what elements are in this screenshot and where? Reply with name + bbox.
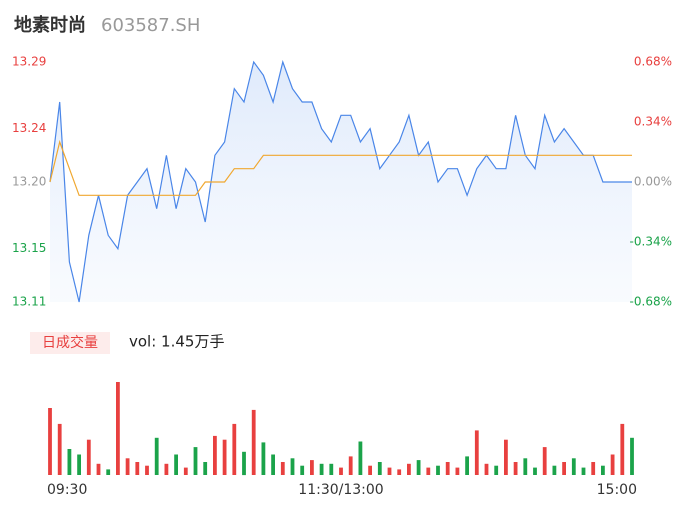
y-tick-label: 13.24 <box>12 121 46 135</box>
volume-bar <box>533 467 537 475</box>
volume-bar <box>426 467 431 475</box>
volume-bar <box>300 465 305 475</box>
volume-bar <box>416 460 421 475</box>
x-tick-label: 11:30/13:00 <box>298 482 383 498</box>
volume-bar <box>542 447 547 475</box>
y-tick-label: 13.29 <box>12 55 46 69</box>
volume-bar <box>174 454 178 475</box>
volume-bar <box>135 462 140 475</box>
volume-bar <box>96 463 101 475</box>
volume-bar <box>601 465 605 475</box>
volume-bar <box>193 447 198 475</box>
volume-bar <box>523 458 528 475</box>
volume-bar <box>106 469 111 475</box>
volume-bar <box>203 462 208 475</box>
volume-bar <box>581 467 586 475</box>
price-area <box>50 62 632 302</box>
price-line <box>49 59 632 303</box>
volume-bar <box>242 451 246 476</box>
volume-bar <box>387 467 392 475</box>
y-tick-label: 13.11 <box>12 295 46 309</box>
y-tick-label: 13.15 <box>12 241 46 255</box>
volume-bar <box>368 465 372 475</box>
volume-bar <box>407 463 411 475</box>
stock-code: 603587.SH <box>101 15 200 36</box>
volume-bar <box>261 442 266 475</box>
volume-bar <box>358 441 363 475</box>
stock-name: 地素时尚 <box>14 14 86 36</box>
volume-bar <box>222 439 227 475</box>
average-line <box>49 139 632 196</box>
volume-bar <box>67 449 72 475</box>
y-tick-label: 13.20 <box>12 175 46 189</box>
volume-bar <box>445 462 450 475</box>
volume-title: 日成交量 <box>42 334 98 351</box>
volume-bar <box>494 465 499 475</box>
volume-bar <box>271 454 275 475</box>
volume-bar <box>455 467 460 475</box>
volume-bar <box>630 437 634 475</box>
y2-tick-label: -0.34% <box>630 235 672 249</box>
volume-badge <box>30 332 110 354</box>
volume-bar <box>329 463 334 475</box>
y2-tick-label: 0.34% <box>634 115 672 129</box>
volume-bar <box>232 423 237 475</box>
volume-bar <box>610 454 615 475</box>
volume-bar <box>377 462 382 475</box>
volume-bar <box>77 454 81 475</box>
volume-bar <box>552 465 557 475</box>
volume-bar <box>154 437 159 475</box>
volume-bar <box>290 458 295 475</box>
volume-bar <box>465 456 469 475</box>
y2-tick-label: -0.68% <box>630 295 672 309</box>
y2-tick-label: 0.00% <box>634 175 672 189</box>
volume-bar <box>591 462 596 475</box>
volume-bar <box>397 469 402 475</box>
volume-bar <box>319 463 324 475</box>
volume-bar <box>164 463 169 475</box>
volume-bar <box>183 467 188 475</box>
volume-bar <box>484 463 489 475</box>
volume-bar <box>213 435 217 475</box>
volume-bar <box>474 430 479 475</box>
volume-bar <box>562 462 566 475</box>
volume-bar <box>620 423 625 475</box>
x-tick-label: 15:00 <box>597 482 637 498</box>
volume-bar <box>145 465 149 475</box>
volume-bar <box>348 456 353 475</box>
volume-bar <box>57 423 62 475</box>
volume-bar <box>513 462 518 475</box>
volume-bar <box>571 458 576 475</box>
y2-tick-label: 0.68% <box>634 55 672 69</box>
x-tick-label: 09:30 <box>47 482 87 498</box>
volume-bar <box>251 409 256 475</box>
volume-bar <box>280 462 285 475</box>
volume-bar <box>48 408 52 475</box>
volume-text: vol: 1.45万手 <box>129 333 224 351</box>
volume-bar <box>504 439 508 475</box>
volume-bar <box>116 382 120 475</box>
volume-bar <box>310 460 314 475</box>
volume-bar <box>436 465 440 475</box>
volume-bar <box>125 458 130 475</box>
volume-bar <box>339 467 343 475</box>
volume-bar <box>86 439 91 475</box>
